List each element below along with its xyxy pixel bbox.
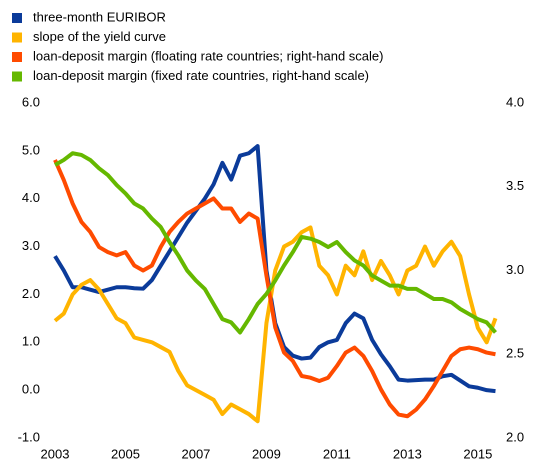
y2-tick-label: 3.5 <box>506 178 524 193</box>
y2-tick-label: 4.0 <box>506 94 524 109</box>
y-tick-label: 2.0 <box>22 286 40 301</box>
legend-swatch <box>12 13 22 23</box>
y-tick-label: 0.0 <box>22 382 40 397</box>
y-tick-label: 1.0 <box>22 334 40 349</box>
y2-tick-label: 2.0 <box>506 429 524 444</box>
x-tick-label: 2005 <box>111 446 140 461</box>
legend-label: loan-deposit margin (floating rate count… <box>33 48 383 63</box>
x-tick-label: 2007 <box>181 446 210 461</box>
y2-tick-label: 3.0 <box>506 262 524 277</box>
x-tick-label: 2013 <box>393 446 422 461</box>
legend-swatch <box>12 32 22 43</box>
y-tick-label: 6.0 <box>22 94 40 109</box>
y-tick-label: 3.0 <box>22 238 40 253</box>
legend-label: slope of the yield curve <box>33 29 166 44</box>
legend-swatch <box>12 52 22 62</box>
series-line <box>53 225 498 424</box>
x-tick-label: 2009 <box>252 446 281 461</box>
y2-tick-label: 2.5 <box>506 346 524 361</box>
y-tick-label: 4.0 <box>22 190 40 205</box>
legend-label: loan-deposit margin (fixed rate countrie… <box>33 68 369 83</box>
legend-label: three-month EURIBOR <box>33 9 166 24</box>
y-tick-label: -1.0 <box>18 429 40 444</box>
legend-swatch <box>12 71 22 82</box>
x-tick-label: 2003 <box>41 446 70 461</box>
series-line <box>53 159 496 419</box>
x-tick-label: 2011 <box>323 446 351 461</box>
y-tick-label: 5.0 <box>22 142 40 157</box>
x-tick-label: 2015 <box>463 446 492 461</box>
series-line <box>54 151 497 335</box>
